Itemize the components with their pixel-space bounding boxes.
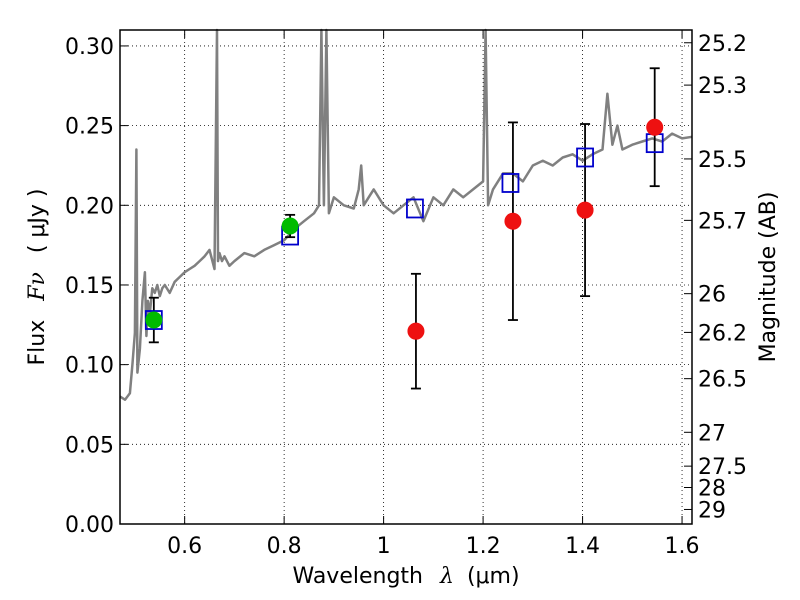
x-tick-label: 1.2 bbox=[466, 534, 501, 559]
observed-point bbox=[407, 322, 425, 340]
y2-axis-label: Magnitude (AB) bbox=[756, 192, 781, 363]
mag-tick-label: 25.7 bbox=[698, 209, 747, 234]
y-label-unit: ( μJy ) bbox=[25, 188, 50, 253]
observed-point bbox=[646, 118, 664, 136]
y-tick-label: 0.30 bbox=[65, 35, 114, 60]
x-tick-label: 1 bbox=[377, 534, 391, 559]
x-axis-label: Wavelength λ (μm) bbox=[292, 564, 519, 589]
observed-point bbox=[504, 212, 522, 230]
mag-tick-label: 26 bbox=[698, 283, 726, 308]
mag-tick-label: 27 bbox=[698, 421, 726, 446]
mag-tick-label: 25.3 bbox=[698, 74, 747, 99]
mag-tick-label: 25.5 bbox=[698, 148, 747, 173]
mag-tick-label: 26.2 bbox=[698, 321, 747, 346]
mag-tick-label: 29 bbox=[698, 498, 726, 523]
x-tick-label: 0.8 bbox=[267, 534, 302, 559]
ticks: 0.6 0.8 1 1.2 1.4 1.6 0.00 0.05 0.10 0.15 0.20 0.25… bbox=[65, 30, 747, 559]
mag-tick-label: 25.2 bbox=[698, 32, 747, 57]
mag-tick-label: 27.5 bbox=[698, 455, 747, 480]
model-photometry-point bbox=[406, 198, 424, 219]
y-tick-label: 0.15 bbox=[65, 274, 114, 299]
y-tick-label: 0.10 bbox=[65, 354, 114, 379]
mag-tick-label: 26.5 bbox=[698, 368, 747, 393]
mag-tick-label: 28 bbox=[698, 476, 726, 501]
observed-point bbox=[281, 217, 299, 235]
y-tick-label: 0.00 bbox=[65, 513, 114, 538]
observed-point bbox=[145, 311, 163, 329]
y-tick-label: 0.25 bbox=[65, 115, 114, 140]
x-tick-label: 1.4 bbox=[565, 534, 600, 559]
y-axis-label: Flux Fν ( μJy ) bbox=[25, 188, 50, 365]
x-tick-label: 1.6 bbox=[665, 534, 700, 559]
observed-point bbox=[576, 201, 594, 219]
x-label-prefix: Wavelength bbox=[292, 564, 423, 589]
y-label-symbol: Fν bbox=[25, 272, 50, 302]
markers bbox=[144, 118, 664, 340]
plot-frame bbox=[119, 29, 693, 525]
x-label-unit: (μm) bbox=[467, 564, 520, 589]
model-spectrum-line bbox=[119, 28, 693, 401]
model-photometry-point bbox=[501, 173, 520, 193]
y-tick-label: 0.05 bbox=[65, 433, 114, 458]
y-tick-label: 0.20 bbox=[65, 194, 114, 219]
model-photometry-point bbox=[576, 147, 594, 168]
y-label-prefix: Flux bbox=[25, 320, 50, 366]
x-tick-label: 0.6 bbox=[167, 534, 202, 559]
x-label-symbol: λ bbox=[439, 564, 454, 589]
spectrum-line bbox=[119, 28, 693, 401]
